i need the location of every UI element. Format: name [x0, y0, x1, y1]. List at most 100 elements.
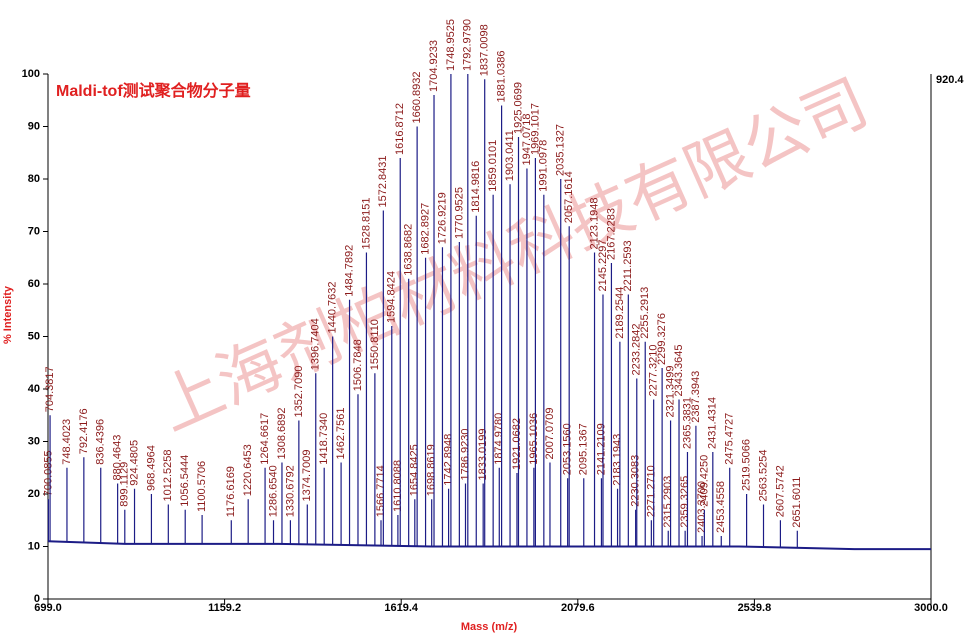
peak-label: 1506.7848 — [352, 339, 364, 391]
peak-label: 1610.8088 — [392, 460, 404, 512]
x-tick-label: 2079.6 — [561, 602, 595, 614]
peak-label: 968.4964 — [145, 445, 157, 491]
peak-label: 700.0855 — [42, 450, 54, 496]
peak-label: 1330.6792 — [284, 465, 296, 517]
peak-label: 1921.0682 — [511, 418, 523, 470]
peak-label: 2365.3831 — [681, 397, 693, 449]
peak-label: 1833.0199 — [477, 429, 489, 481]
peak-label: 1991.0978 — [538, 140, 550, 192]
peak-label: 1770.9525 — [453, 187, 465, 239]
peak-label: 1484.7892 — [343, 245, 355, 297]
peak-label: 1638.8682 — [403, 224, 415, 276]
peak-label: 2255.2913 — [639, 287, 651, 339]
peak-label: 1462.7561 — [335, 408, 347, 460]
peak-label: 1100.5706 — [196, 461, 208, 512]
y-tick-label: 100 — [22, 68, 40, 80]
y-tick-label: 80 — [28, 173, 40, 185]
peak-label: 1881.0386 — [496, 51, 508, 103]
y-tick-label: 60 — [28, 278, 40, 290]
peak-label: 1572.8431 — [377, 156, 389, 208]
peak-label: 1947.0718 — [521, 114, 533, 166]
peak-label: 2035.1327 — [555, 124, 567, 176]
peak-label: 2343.3645 — [673, 345, 685, 397]
peak-label: 1965.1036 — [528, 413, 540, 465]
peak-label: 1874.9780 — [493, 413, 505, 465]
peak-label: 2271.2710 — [645, 465, 657, 517]
peak-label: 748.4023 — [61, 419, 73, 465]
y-tick-label: 40 — [28, 383, 40, 395]
y-tick-label: 50 — [28, 330, 40, 342]
peak-label: 1550.8110 — [369, 319, 381, 370]
peak-label: 2607.5742 — [774, 465, 786, 517]
peak-label: 1440.7632 — [327, 282, 339, 334]
x-tick-label: 1619.4 — [384, 602, 419, 614]
peak-label: 2299.3276 — [656, 313, 668, 365]
peak-label: 1814.9816 — [470, 161, 482, 213]
peak-label: 1528.8151 — [360, 198, 372, 250]
peak-label: 2007.0709 — [544, 408, 556, 460]
peak-label: 836.4396 — [95, 419, 107, 465]
y-tick-label: 20 — [28, 488, 40, 500]
peak-label: 2145.2297 — [597, 240, 609, 292]
peak-label: 1220.6453 — [242, 444, 254, 496]
peak-label: 924.4805 — [128, 440, 140, 486]
y-tick-label: 10 — [28, 540, 40, 552]
peak-label: 1176.6169 — [225, 466, 237, 517]
peak-label: 2453.4558 — [715, 481, 727, 533]
peak-label: 2189.2544 — [614, 287, 626, 339]
peak-label: 1056.5444 — [179, 455, 191, 507]
peak-label: 1352.7090 — [293, 366, 305, 418]
peak-label: 1786.9230 — [459, 429, 471, 481]
peak-label: 2167.2283 — [605, 208, 617, 260]
x-axis-title: Mass (m/z) — [461, 621, 518, 633]
peak-label: 1566.7714 — [375, 465, 387, 517]
peak-label: 1012.5258 — [162, 450, 174, 502]
peak-label: 1969.1017 — [529, 103, 541, 155]
peak-label: 2321.3499 — [664, 366, 676, 418]
x-tick-label: 3000.0 — [914, 602, 948, 614]
peak-label: 2057.1614 — [563, 171, 575, 223]
peak-label: 2183.1943 — [611, 434, 623, 486]
x-tick-label: 1159.2 — [208, 602, 241, 614]
peak-label: 1748.9525 — [445, 19, 457, 71]
peak-label: 1698.8619 — [426, 444, 438, 496]
max-intensity: 920.4 — [936, 74, 964, 86]
peak-label: 2431.4314 — [707, 397, 719, 449]
x-tick-label: 2539.8 — [738, 602, 772, 614]
peak-label: 792.4176 — [78, 408, 90, 454]
x-tick-label: 699.0 — [34, 602, 62, 614]
peak-label: 1374.7009 — [301, 450, 313, 502]
peak-label: 2141.2109 — [595, 423, 607, 475]
peak-label: 2053.1560 — [562, 423, 574, 475]
peak-label: 2230.3083 — [630, 455, 642, 507]
peak-label: 704.3817 — [44, 366, 56, 412]
peak-label: 2387.3943 — [690, 371, 702, 423]
peak-label: 1308.6892 — [276, 408, 288, 460]
peak-label: 2123.1948 — [588, 198, 600, 250]
peak-label: 2359.3265 — [679, 476, 691, 528]
y-tick-label: 70 — [28, 225, 40, 237]
baseline — [47, 540, 931, 551]
peak-label: 2233.2842 — [631, 324, 643, 376]
peak-label: 1859.0101 — [487, 140, 499, 192]
peak-label: 1594.8424 — [386, 271, 398, 323]
peak-label: 2651.6011 — [791, 477, 803, 528]
y-tick-label: 0 — [34, 593, 40, 605]
peak-label: 2315.2903 — [662, 476, 674, 528]
chart-title: Maldi-tof测试聚合物分子量 — [56, 81, 251, 100]
y-axis-title: % Intensity — [2, 285, 14, 344]
peak-label: 880.4643 — [112, 435, 124, 481]
y-tick-label: 90 — [28, 120, 40, 132]
peak-label: 1925.0699 — [512, 82, 524, 134]
peak-label: 2095.1367 — [578, 423, 590, 475]
peak-label: 2475.4727 — [724, 413, 736, 465]
y-tick-label: 30 — [28, 435, 40, 447]
peak-label: 2519.5066 — [741, 439, 753, 491]
peak-label: 1616.8712 — [394, 103, 406, 155]
peak-label: 1682.8927 — [419, 203, 431, 255]
peak-label: 2211.2593 — [622, 240, 634, 291]
peak-label: 899.1129 — [119, 462, 131, 507]
peak-label: 1286.6540 — [267, 465, 279, 517]
